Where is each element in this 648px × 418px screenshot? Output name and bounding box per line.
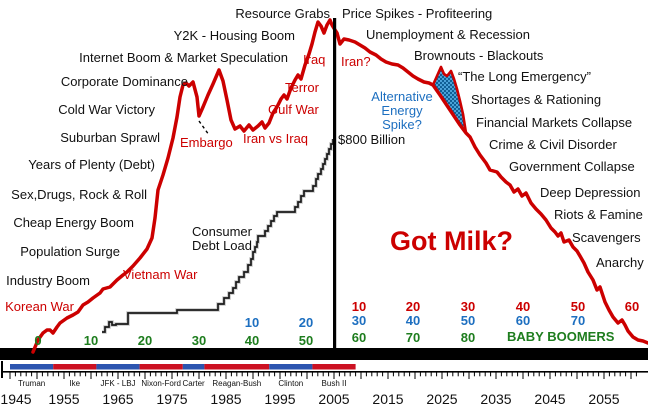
year-label-1975: 1975 xyxy=(156,391,188,407)
party-bar-truman xyxy=(10,364,54,370)
year-label-1995: 1995 xyxy=(264,391,296,407)
party-bar-bush-ii xyxy=(312,364,356,370)
government-collapse-label: Government Collapse xyxy=(509,159,635,174)
year-label-1985: 1985 xyxy=(210,391,242,407)
president-label-clinton: Clinton xyxy=(278,379,304,388)
ages-right-red-60: 60 xyxy=(624,299,640,314)
year-label-2035: 2035 xyxy=(480,391,512,407)
year-label-2005: 2005 xyxy=(318,391,350,407)
sex-drugs-rock-label: Sex,Drugs, Rock & Roll xyxy=(11,187,147,202)
party-bar-jfk-lbj xyxy=(96,364,140,370)
timeline-ruler-endcap xyxy=(1,361,3,378)
ages-right-red-50: 50 xyxy=(570,299,586,314)
embargo-pointer-line xyxy=(198,120,210,136)
ages-left-green-40: 40 xyxy=(244,333,260,348)
ages-left-green-20: 20 xyxy=(137,333,153,348)
corporate-dominance-label: Corporate Dominance xyxy=(60,74,188,89)
deep-depression-label: Deep Depression xyxy=(540,185,641,200)
year-label-2015: 2015 xyxy=(372,391,404,407)
got-milk-label: Got Milk? xyxy=(390,226,513,256)
main-energy-curve xyxy=(31,18,648,354)
timeline-ruler xyxy=(2,371,648,373)
year-label-1945: 1945 xyxy=(0,391,32,407)
financial-markets-collapse-label: Financial Markets Collapse xyxy=(476,115,633,130)
year-label-1955: 1955 xyxy=(48,391,80,407)
korean-war-label: Korean War xyxy=(5,299,74,314)
president-label-truman: Truman xyxy=(17,379,46,388)
divider-2005-line xyxy=(333,18,337,360)
years-of-plenty-label: Years of Plenty (Debt) xyxy=(28,157,155,172)
ages-right-red-40: 40 xyxy=(515,299,531,314)
alternative-energy-spike-label: Alternative Energy Spike? xyxy=(371,89,433,133)
ages-right-blue-40: 40 xyxy=(405,313,421,328)
year-label-2055: 2055 xyxy=(588,391,620,407)
cheap-energy-boom-label: Cheap Energy Boom xyxy=(13,215,134,230)
shortages-rationing-label: Shortages & Rationing xyxy=(471,92,602,107)
ages-right-red-10: 10 xyxy=(351,299,367,314)
ages-right-blue-50: 50 xyxy=(460,313,476,328)
president-label-bush-ii: Bush II xyxy=(321,379,347,388)
president-label-jfk-lbj: JFK - LBJ xyxy=(100,379,136,388)
embargo-label: Embargo xyxy=(180,135,233,150)
party-bar-reagan-bush xyxy=(204,364,270,370)
ages-left-blue-10: 10 xyxy=(244,315,260,330)
y2k-housing-boom-label: Y2K - Housing Boom xyxy=(173,28,295,43)
terror-label: Terror xyxy=(285,80,319,95)
gulf-war-label: Gulf War xyxy=(268,102,319,117)
iraq-label: Iraq xyxy=(303,52,326,67)
long-emergency-label: “The Long Emergency” xyxy=(458,69,591,84)
scavengers-label: Scavengers xyxy=(572,230,641,245)
ages-right-green-80: 80 xyxy=(460,330,476,345)
year-label-1965: 1965 xyxy=(102,391,134,407)
president-label-carter: Carter xyxy=(182,379,205,388)
ages-left-blue-20: 20 xyxy=(298,315,314,330)
president-label-ike: Ike xyxy=(69,379,81,388)
iran-vs-iraq-label: Iran vs Iraq xyxy=(243,131,309,146)
ages-right-blue-30: 30 xyxy=(351,313,367,328)
baby-boomers-label: BABY BOOMERS xyxy=(507,329,615,344)
anarchy-label: Anarchy xyxy=(596,255,644,270)
ages-right-blue-70: 70 xyxy=(570,313,586,328)
population-surge-label: Population Surge xyxy=(20,244,120,259)
party-bar-clinton xyxy=(269,364,313,370)
ages-left-green-0: 0 xyxy=(34,333,42,348)
ages-right-blue-60: 60 xyxy=(515,313,531,328)
cold-war-victory-label: Cold War Victory xyxy=(58,102,155,117)
brownouts-blackouts-label: Brownouts - Blackouts xyxy=(414,48,544,63)
party-bar-nixon-ford xyxy=(139,364,183,370)
party-bar-carter xyxy=(182,364,205,370)
industry-boom-label: Industry Boom xyxy=(6,273,90,288)
iran-question-label: Iran? xyxy=(341,54,371,69)
ages-left-green-10: 10 xyxy=(83,333,99,348)
riots-famine-label: Riots & Famine xyxy=(554,207,643,222)
resource-grabs-label: Resource Grabs xyxy=(235,6,330,21)
ages-right-green-60: 60 xyxy=(351,330,367,345)
ages-right-red-20: 20 xyxy=(405,299,421,314)
year-label-2025: 2025 xyxy=(426,391,458,407)
debt-800-billion-label: $800 Billion xyxy=(338,132,406,147)
price-spikes-label: Price Spikes - Profiteering xyxy=(342,6,493,21)
year-label-2045: 2045 xyxy=(534,391,566,407)
consumer-debt-load-label: Consumer Debt Load xyxy=(192,224,252,254)
president-label-nixon-ford: Nixon-Ford xyxy=(141,379,181,388)
ages-right-green-70: 70 xyxy=(405,330,421,345)
ages-left-green-30: 30 xyxy=(191,333,207,348)
vietnam-war-label: Vietnam War xyxy=(123,267,198,282)
consumer-debt-line xyxy=(102,139,334,333)
suburban-sprawl-label: Suburban Sprawl xyxy=(60,130,160,145)
ages-right-red-30: 30 xyxy=(460,299,476,314)
crime-civil-disorder-label: Crime & Civil Disorder xyxy=(489,137,617,152)
president-label-reagan-bush: Reagan-Bush xyxy=(212,379,262,388)
internet-boom-label: Internet Boom & Market Speculation xyxy=(79,50,288,65)
unemployment-recession-label: Unemployment & Recession xyxy=(366,27,531,42)
x-axis-bar xyxy=(0,348,648,360)
party-bar-ike xyxy=(53,364,97,370)
ages-left-green-50: 50 xyxy=(298,333,314,348)
